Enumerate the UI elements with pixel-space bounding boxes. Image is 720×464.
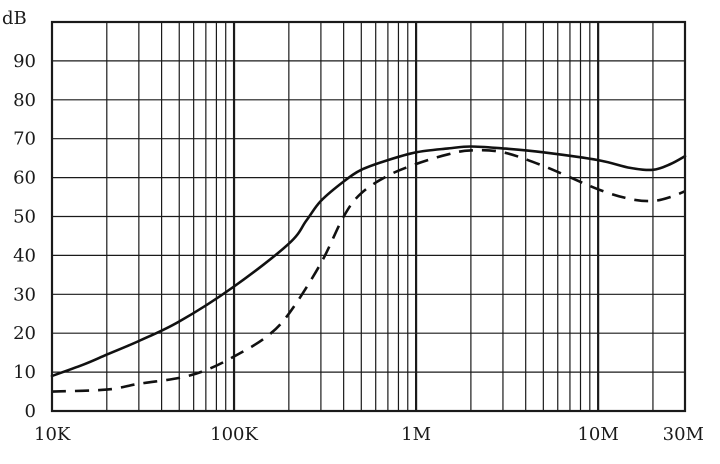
x-tick-label: 100K — [210, 424, 258, 445]
y-tick-label: 0 — [25, 401, 36, 422]
dashed-series-line — [51, 148, 686, 393]
plot-frame — [50, 20, 687, 413]
y-tick-label: 10 — [13, 362, 36, 383]
chart-grid — [52, 21, 685, 411]
y-tick-label: 50 — [13, 207, 36, 228]
chart-series — [50, 145, 687, 393]
x-tick-label: 30M — [663, 424, 704, 445]
y-tick-label: 90 — [13, 51, 36, 72]
y-tick-label: 60 — [13, 168, 36, 189]
x-tick-label: 10K — [34, 424, 71, 445]
y-tick-label: 80 — [13, 90, 36, 111]
x-tick-label: 10M — [577, 424, 618, 445]
y-tick-label: 40 — [13, 245, 36, 266]
x-tick-label: 1M — [401, 424, 431, 445]
y-tick-label: 70 — [13, 129, 36, 150]
y-tick-label: 20 — [13, 323, 36, 344]
y-tick-labels: 0 10 20 30 40 50 60 70 80 90 — [13, 51, 36, 422]
y-tick-label: 30 — [13, 284, 36, 305]
x-tick-labels: 10K 100K 1M 10M 30M — [34, 424, 704, 445]
solid-series-line — [50, 145, 687, 378]
y-axis-unit-label: dB — [2, 8, 27, 29]
chart-frame — [50, 20, 687, 413]
